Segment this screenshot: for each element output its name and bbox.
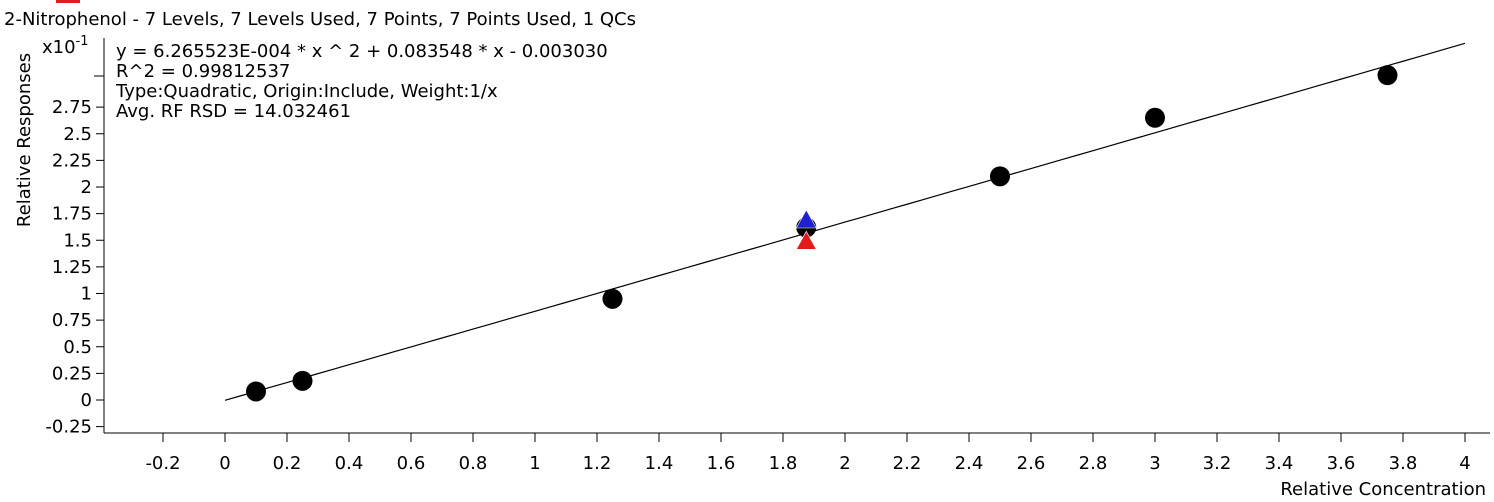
x-ticks: -0.2 0 0.2 0.4 0.6 0.8 1 1.2 1.4 1.6 1.8 2 2.2 2.4 2.6… [145, 433, 1471, 474]
calibration-point [1145, 107, 1165, 128]
y-tick-label: 2.5 [63, 124, 92, 145]
y-tick-label: 0.75 [52, 310, 92, 331]
y-tick-label: 0.5 [63, 337, 92, 358]
fit-annotation-3: Type:Quadratic, Origin:Include, Weight:1… [115, 81, 498, 102]
fit-annotation-4: Avg. RF RSD = 14.032461 [116, 101, 351, 122]
y-axis-multiplier: x10-1 [42, 34, 89, 58]
y-multiplier-base: x10 [42, 37, 76, 58]
corner-mark [56, 0, 80, 3]
x-tick-label: 2.2 [893, 453, 922, 474]
chart-title: 2-Nitrophenol - 7 Levels, 7 Levels Used,… [4, 9, 636, 30]
x-tick-label: 0.8 [459, 453, 488, 474]
x-tick-label: -0.2 [145, 453, 180, 474]
x-tick-label: 4 [1459, 453, 1470, 474]
y-tick-label: 1.5 [63, 230, 92, 251]
x-tick-label: 3 [1149, 453, 1160, 474]
y-axis-title-group: Relative Responses [14, 53, 35, 227]
x-tick-label: 0.4 [335, 453, 364, 474]
x-tick-label: 2.4 [955, 453, 984, 474]
y-tick-label: 0 [81, 390, 92, 411]
x-tick-label: 3.4 [1265, 453, 1294, 474]
x-tick-label: 3.8 [1389, 453, 1418, 474]
x-tick-label: 1.8 [769, 453, 798, 474]
fit-annotation-1: y = 6.265523E-004 * x ^ 2 + 0.083548 * x… [116, 41, 608, 62]
y-tick-label: 2 [81, 177, 92, 198]
calibration-point [990, 166, 1010, 187]
x-tick-label: 0.2 [273, 453, 302, 474]
y-axis-title: Relative Responses [14, 53, 35, 227]
x-tick-label: 1.6 [707, 453, 736, 474]
x-tick-label: 3.2 [1203, 453, 1232, 474]
qc-point [795, 230, 817, 250]
y-tick-label: -0.25 [45, 417, 92, 438]
x-tick-label: 0 [219, 453, 230, 474]
x-tick-label: 2.6 [1017, 453, 1046, 474]
calibration-point [246, 381, 266, 402]
fit-curve [224, 42, 1466, 401]
y-tick-label: 2.25 [52, 150, 92, 171]
calibration-point [292, 370, 313, 391]
x-tick-label: 2.8 [1079, 453, 1108, 474]
x-tick-label: 3.6 [1327, 453, 1356, 474]
x-tick-label: 1.2 [583, 453, 612, 474]
data-points [246, 65, 1398, 402]
y-ticks: -0.25 0 0.25 0.5 0.75 1 1.25 1.5 1.75 2 2.25 2.5 2.7… [45, 75, 104, 438]
x-tick-label: 1 [529, 453, 540, 474]
fit-annotation-2: R^2 = 0.99812537 [116, 61, 290, 82]
x-axis-title: Relative Concentration [1280, 479, 1486, 500]
x-tick-label: 0.6 [397, 453, 426, 474]
y-tick-label: 2.75 [52, 97, 92, 118]
x-tick-label: 1.4 [645, 453, 674, 474]
y-tick-label: 1.75 [52, 204, 92, 225]
calibration-point [1377, 65, 1398, 86]
y-tick-label: 1.25 [52, 257, 92, 278]
qc-point [795, 209, 817, 229]
y-tick-label: 1 [81, 284, 92, 305]
y-tick-label: 0.25 [52, 363, 92, 384]
y-multiplier-exponent: -1 [76, 34, 89, 49]
fit-annotations: y = 6.265523E-004 * x ^ 2 + 0.083548 * x… [115, 41, 608, 122]
x-tick-label: 2 [839, 453, 850, 474]
calibration-point [602, 288, 623, 309]
